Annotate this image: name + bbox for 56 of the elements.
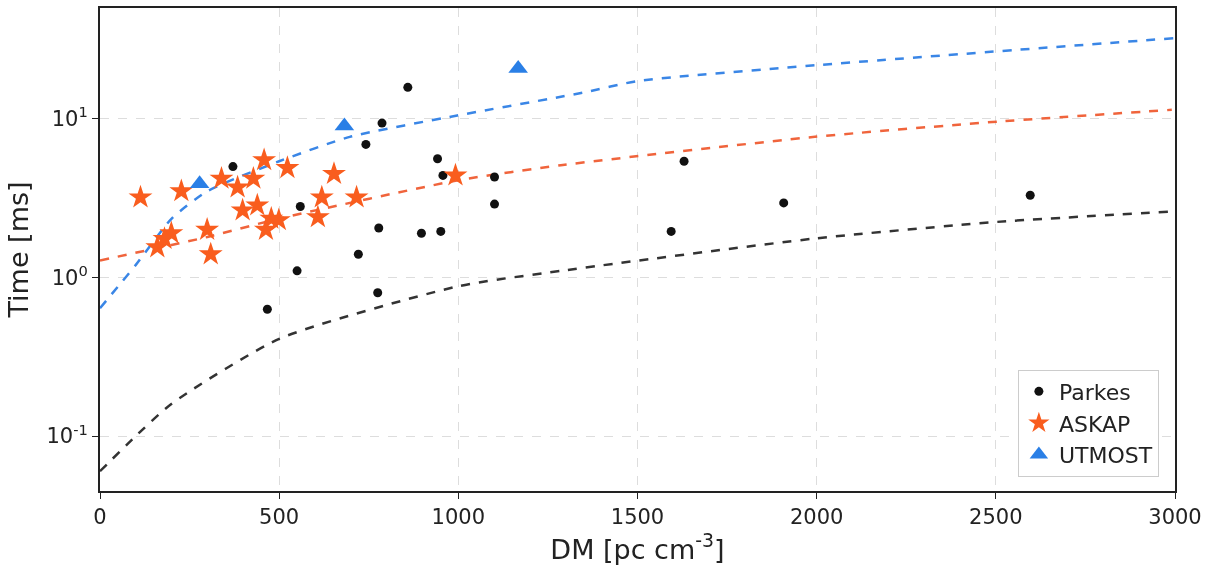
point <box>152 226 177 250</box>
legend-label: UTMOST <box>1058 443 1153 469</box>
point <box>252 147 277 171</box>
y-tick-label: 10$^{1}$ <box>51 103 88 132</box>
point <box>373 288 383 298</box>
line-series <box>100 36 1175 310</box>
point <box>230 197 255 221</box>
x-tick-label: 500 <box>259 505 300 530</box>
legend-label: ASKAP <box>1058 411 1131 437</box>
point <box>169 178 194 202</box>
legend-label: Parkes <box>1058 379 1131 405</box>
point <box>508 59 528 73</box>
y-tick-label: 10$^{-1}$ <box>46 420 88 449</box>
point <box>666 226 676 236</box>
point <box>377 118 387 128</box>
point <box>322 161 346 185</box>
point <box>228 162 238 172</box>
point <box>245 192 270 216</box>
x-axis-title: DM [pc cm$^{-3}$] <box>550 529 725 565</box>
x-tick-label: 1500 <box>610 505 665 530</box>
y-axis-title: Time [ms] <box>2 181 34 319</box>
x-tick-label: 2500 <box>969 505 1023 530</box>
line-series <box>100 108 1174 262</box>
point <box>209 165 234 189</box>
point <box>361 139 371 149</box>
point <box>416 228 426 238</box>
point <box>490 199 500 209</box>
point <box>1025 190 1035 200</box>
point <box>490 172 500 182</box>
x-tick-label: 2000 <box>789 505 844 530</box>
point <box>374 223 384 233</box>
y-tick-label: 10$^{0}$ <box>51 261 88 290</box>
point <box>344 184 369 208</box>
point <box>292 266 302 276</box>
point <box>433 154 443 164</box>
point <box>436 226 446 236</box>
point <box>679 156 689 166</box>
point <box>353 249 363 259</box>
point <box>225 174 250 198</box>
point <box>779 198 789 208</box>
x-tick-label: 0 <box>93 505 107 530</box>
point <box>443 162 468 186</box>
point <box>241 165 266 189</box>
point <box>262 304 272 314</box>
point <box>275 155 300 179</box>
point <box>195 217 220 240</box>
x-tick-label: 1000 <box>431 505 486 530</box>
point <box>403 82 413 92</box>
point <box>295 202 305 212</box>
point <box>253 217 278 240</box>
x-tick-label: 3000 <box>1148 505 1202 530</box>
point <box>198 241 223 265</box>
point <box>305 204 330 228</box>
point <box>309 184 334 208</box>
point <box>438 170 448 180</box>
point <box>128 184 153 208</box>
